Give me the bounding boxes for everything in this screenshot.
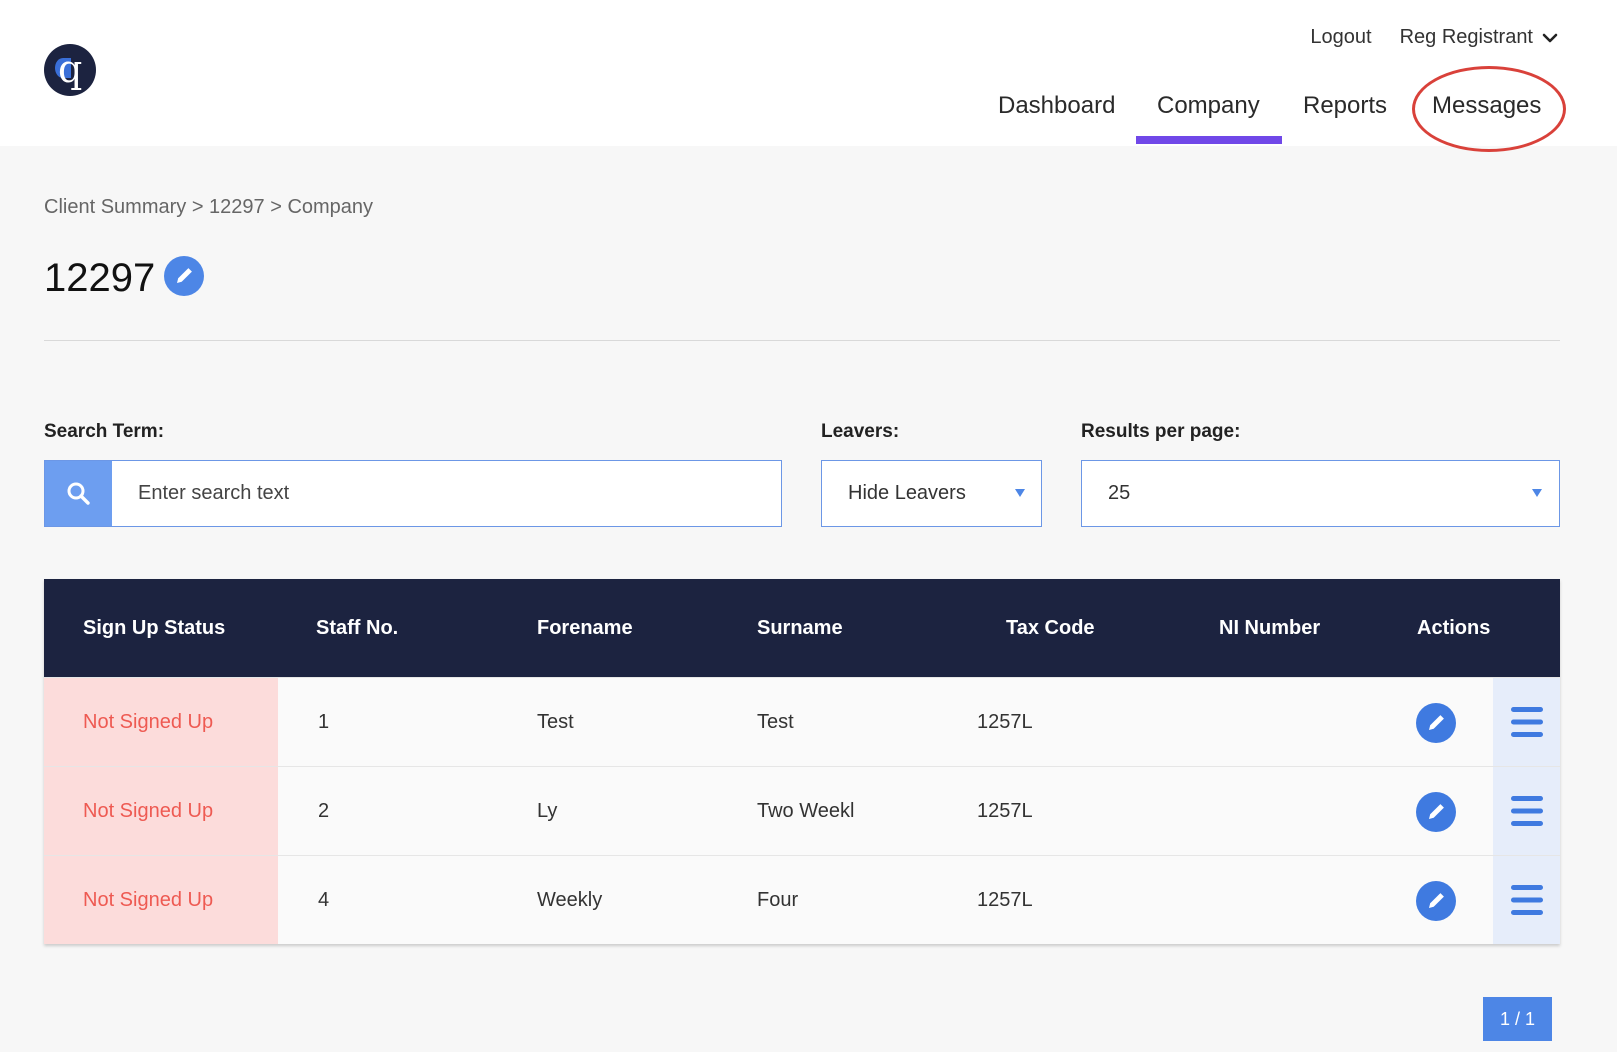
- sign-up-status: Not Signed Up: [83, 800, 214, 822]
- column-header[interactable]: Tax Code: [1006, 617, 1095, 639]
- pencil-icon: [177, 268, 192, 283]
- staff-table: Sign Up Status Staff No. Forename Surnam…: [44, 579, 1560, 944]
- dropdown-arrow-icon: [1015, 489, 1025, 497]
- tax-code: 1257L: [977, 889, 1033, 911]
- row-menu-button[interactable]: [1493, 767, 1560, 855]
- top-bar: q Logout Reg Registrant: [0, 0, 1617, 146]
- search-term-label: Search Term:: [44, 421, 165, 442]
- dropdown-arrow-icon: [1532, 489, 1542, 497]
- search-box: [44, 460, 782, 527]
- app-logo[interactable]: q: [44, 44, 96, 96]
- chevron-down-icon: [1542, 33, 1558, 42]
- header-divider: [44, 340, 1560, 341]
- staff-number: 1: [318, 711, 330, 733]
- table-row[interactable]: Not Signed Up 4 Weekly Four 1257L: [44, 855, 1560, 944]
- staff-number: 2: [318, 800, 330, 822]
- pagination-indicator[interactable]: 1 / 1: [1483, 997, 1552, 1041]
- results-per-page-label: Results per page:: [1081, 421, 1241, 442]
- column-header[interactable]: Surname: [757, 617, 843, 639]
- edit-row-button[interactable]: [1416, 881, 1456, 921]
- tab-dashboard[interactable]: Dashboard: [998, 92, 1116, 119]
- edit-row-button[interactable]: [1416, 792, 1456, 832]
- column-header: Actions: [1417, 617, 1491, 639]
- status-cell: [44, 767, 278, 855]
- logout-link[interactable]: Logout: [1310, 26, 1372, 48]
- pencil-icon: [1429, 715, 1444, 730]
- table-row[interactable]: Not Signed Up 2 Ly Two Weekl 1257L: [44, 766, 1560, 855]
- tab-company[interactable]: Company: [1157, 92, 1260, 119]
- leavers-label: Leavers:: [821, 421, 900, 442]
- table-header: Sign Up Status Staff No. Forename Surnam…: [44, 579, 1560, 677]
- row-menu-button[interactable]: [1493, 678, 1560, 766]
- user-menu[interactable]: Reg Registrant: [1400, 26, 1559, 49]
- column-header[interactable]: Forename: [537, 617, 633, 639]
- table-row[interactable]: Not Signed Up 1 Test Test 1257L: [44, 677, 1560, 766]
- search-button[interactable]: [45, 461, 112, 526]
- tax-code: 1257L: [977, 800, 1033, 822]
- user-name: Reg Registrant: [1399, 26, 1533, 48]
- column-header[interactable]: Staff No.: [316, 617, 399, 639]
- edit-row-button[interactable]: [1416, 703, 1456, 743]
- active-tab-indicator: [1136, 136, 1282, 144]
- tab-reports[interactable]: Reports: [1303, 92, 1388, 119]
- surname: Four: [757, 889, 799, 911]
- row-menu-button[interactable]: [1493, 856, 1560, 944]
- leavers-select[interactable]: Hide Leavers: [821, 460, 1042, 527]
- results-per-page-value: 25: [1108, 482, 1131, 504]
- logo-letter: q: [58, 47, 83, 91]
- forename: Test: [537, 711, 574, 733]
- hamburger-menu-icon: [1510, 885, 1543, 915]
- logo-accent: [55, 58, 71, 78]
- user-links: Logout Reg Registrant: [1310, 26, 1559, 49]
- pencil-icon: [1429, 804, 1444, 819]
- status-cell: [44, 856, 278, 944]
- status-cell: [44, 678, 278, 766]
- forename: Ly: [537, 800, 558, 822]
- column-header[interactable]: NI Number: [1219, 617, 1321, 639]
- sign-up-status: Not Signed Up: [83, 711, 214, 733]
- surname: Test: [757, 711, 794, 733]
- surname: Two Weekl: [757, 800, 855, 822]
- pencil-icon: [1429, 893, 1444, 908]
- results-per-page-select[interactable]: 25: [1081, 460, 1560, 527]
- hamburger-menu-icon: [1510, 796, 1543, 826]
- page-title: 12297: [44, 256, 156, 300]
- column-header[interactable]: Sign Up Status: [83, 617, 226, 639]
- search-icon: [67, 482, 90, 505]
- tax-code: 1257L: [977, 711, 1033, 733]
- leavers-value: Hide Leavers: [848, 482, 966, 504]
- tab-messages[interactable]: Messages: [1432, 92, 1542, 119]
- edit-company-button[interactable]: [164, 256, 204, 296]
- forename: Weekly: [537, 889, 603, 911]
- sign-up-status: Not Signed Up: [83, 889, 214, 911]
- search-input[interactable]: [112, 461, 781, 526]
- staff-number: 4: [318, 889, 330, 911]
- hamburger-menu-icon: [1510, 707, 1543, 737]
- breadcrumb[interactable]: Client Summary > 12297 > Company: [44, 196, 374, 218]
